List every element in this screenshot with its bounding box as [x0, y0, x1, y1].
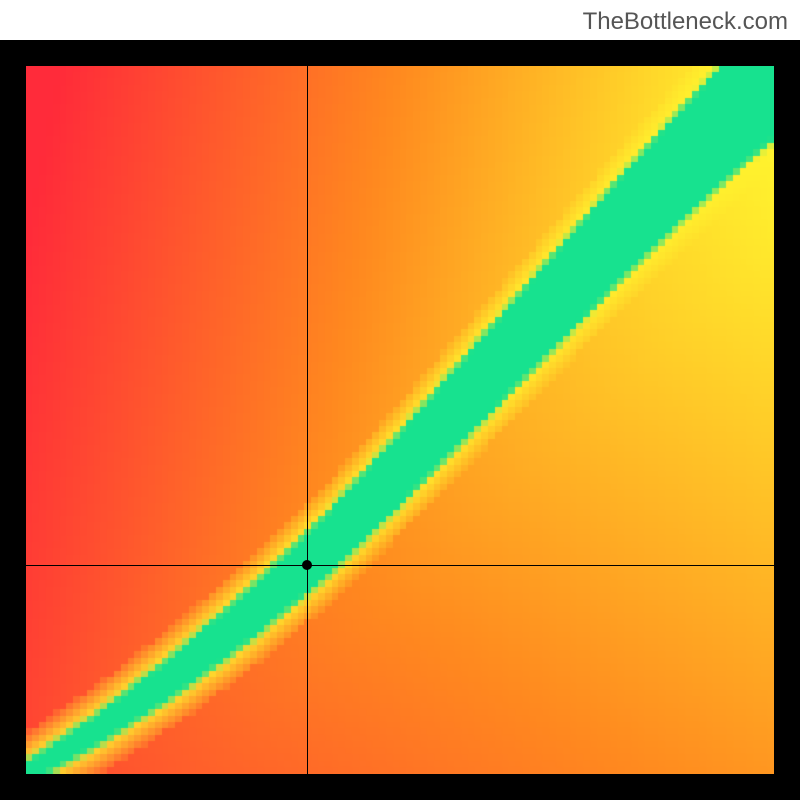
- chart-container: { "watermark": "TheBottleneck.com", "lay…: [0, 0, 800, 800]
- marker-dot: [302, 560, 312, 570]
- crosshair-horizontal: [26, 565, 774, 566]
- plot-frame: [0, 40, 800, 800]
- crosshair-vertical: [307, 66, 308, 774]
- plot-inner: [26, 66, 774, 774]
- heatmap-canvas: [26, 66, 774, 774]
- watermark-text: TheBottleneck.com: [583, 8, 788, 36]
